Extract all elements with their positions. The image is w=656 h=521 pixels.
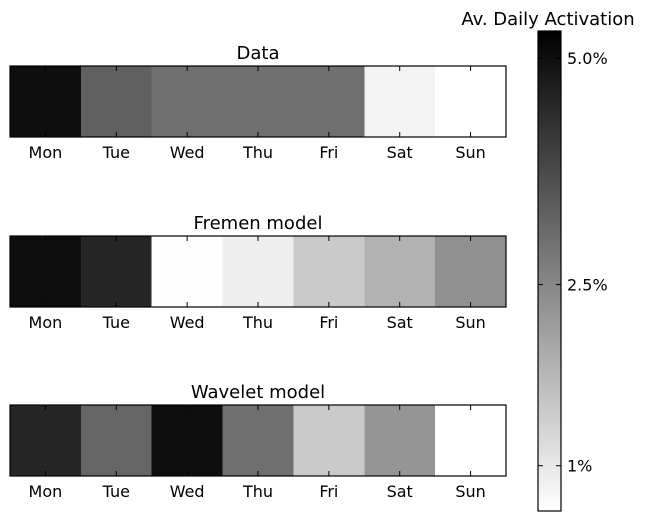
heatmap-cell bbox=[151, 66, 223, 137]
heatmap-cell bbox=[10, 405, 82, 476]
panel-title: Fremen model bbox=[194, 213, 323, 234]
x-tick-label: Sun bbox=[455, 313, 485, 332]
x-tick-label: Mon bbox=[29, 313, 63, 332]
x-tick-label: Thu bbox=[242, 313, 273, 332]
heatmap-cell bbox=[435, 405, 507, 476]
panel-0: Data Mon Tue Wed Thu Fri Sat Sun bbox=[9, 43, 507, 162]
x-tick-label: Wed bbox=[170, 143, 205, 162]
x-tick-label: Tue bbox=[102, 313, 130, 332]
x-tick-label: Wed bbox=[170, 313, 205, 332]
x-tick-label: Sat bbox=[387, 313, 413, 332]
heatmap-cell bbox=[222, 66, 294, 137]
heatmap-cell bbox=[364, 66, 436, 137]
heatmap-cell bbox=[222, 236, 294, 307]
x-tick-label: Sat bbox=[387, 143, 413, 162]
x-tick-label: Sun bbox=[455, 482, 485, 501]
heatmap-cell bbox=[293, 405, 365, 476]
x-tick-label: Mon bbox=[29, 482, 63, 501]
heatmap-cell bbox=[80, 236, 153, 307]
heatmap-cell bbox=[435, 66, 507, 137]
colorbar-tick-label: 5.0% bbox=[567, 49, 608, 68]
heatmap-cell bbox=[80, 66, 153, 137]
heatmap-cell bbox=[10, 66, 82, 137]
heatmap-cell bbox=[151, 405, 223, 476]
heatmap-cell bbox=[293, 236, 365, 307]
heatmap-cell bbox=[10, 236, 82, 307]
panel-title: Data bbox=[237, 43, 280, 64]
colorbar-tick-label: 2.5% bbox=[567, 276, 608, 295]
heatmap-cell bbox=[435, 236, 507, 307]
panel-1: Fremen model Mon Tue Wed Thu Fri Sat Sun bbox=[9, 213, 507, 332]
panel-2: Wavelet model Mon Tue Wed Thu Fri Sat Sun bbox=[9, 382, 507, 501]
heatmap-cell bbox=[293, 66, 365, 137]
colorbar-title: Av. Daily Activation bbox=[461, 9, 634, 30]
x-tick-label: Wed bbox=[170, 482, 205, 501]
heatmap-cell bbox=[151, 236, 223, 307]
x-tick-label: Thu bbox=[242, 482, 273, 501]
panel-title: Wavelet model bbox=[191, 382, 325, 403]
heatmap-cell bbox=[364, 236, 436, 307]
x-tick-label: Fri bbox=[319, 313, 338, 332]
heatmap-cell bbox=[222, 405, 294, 476]
x-tick-label: Thu bbox=[242, 143, 273, 162]
x-tick-label: Sat bbox=[387, 482, 413, 501]
x-tick-label: Tue bbox=[102, 143, 130, 162]
x-tick-label: Tue bbox=[102, 482, 130, 501]
x-tick-label: Sun bbox=[455, 143, 485, 162]
x-tick-label: Fri bbox=[319, 143, 338, 162]
x-tick-label: Fri bbox=[319, 482, 338, 501]
x-tick-label: Mon bbox=[29, 143, 63, 162]
heatmap-cell bbox=[364, 405, 436, 476]
colorbar-tick-label: 1% bbox=[567, 457, 592, 476]
heatmap-cell bbox=[80, 405, 153, 476]
colorbar-scale bbox=[537, 30, 562, 512]
colorbar: Av. Daily Activation 5.0% 2.5% 1% bbox=[461, 9, 635, 512]
